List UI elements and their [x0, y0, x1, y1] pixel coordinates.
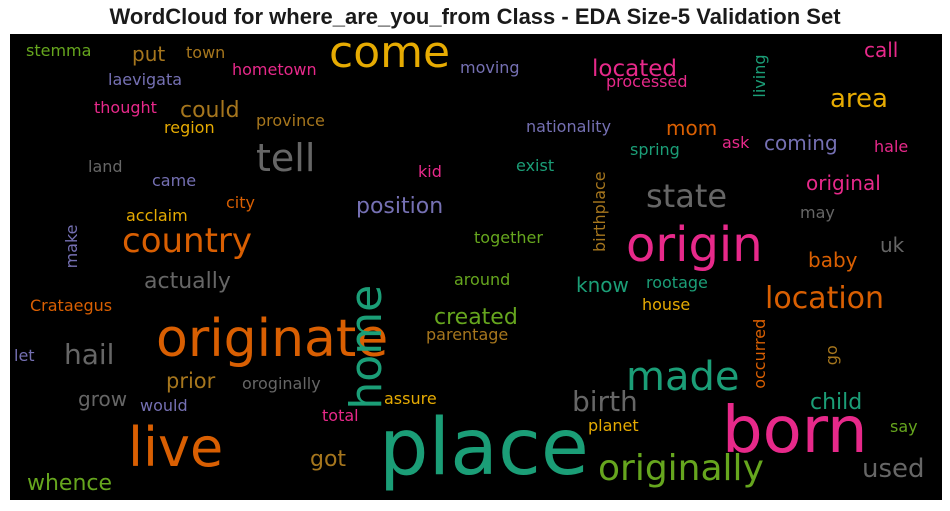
word-birthplace: birthplace [590, 171, 609, 252]
word-uk: uk [880, 233, 905, 257]
word-processed: processed [606, 72, 687, 91]
word-area: area [830, 84, 888, 114]
word-birth: birth [572, 385, 638, 418]
word-original: original [806, 171, 881, 195]
word-hail: hail [64, 338, 114, 371]
word-oroginally: oroginally [242, 374, 321, 393]
word-origin: origin [626, 217, 763, 273]
word-prior: prior [166, 369, 216, 393]
word-got: got [310, 447, 346, 472]
word-may: may [800, 203, 835, 222]
word-acclaim: acclaim [126, 206, 188, 225]
word-made: made [626, 354, 739, 400]
word-planet: planet [588, 416, 639, 435]
word-moving: moving [460, 58, 520, 77]
word-located: located [592, 56, 677, 82]
word-hometown: hometown [232, 60, 317, 79]
word-could: could [180, 98, 240, 123]
word-stemma: stemma [26, 41, 91, 60]
word-say: say [890, 417, 918, 436]
word-came: came [152, 171, 196, 190]
word-baby: baby [808, 248, 858, 272]
word-know: know [576, 273, 629, 297]
word-state: state [646, 177, 727, 215]
word-position: position [356, 194, 443, 219]
word-province: province [256, 111, 325, 130]
word-nationality: nationality [526, 117, 611, 136]
chart-title: WordCloud for where_are_you_from Class -… [109, 4, 841, 29]
word-country: country [122, 221, 252, 261]
word-house: house [642, 295, 690, 314]
word-parentage: parentage [426, 325, 508, 344]
word-around: around [454, 270, 510, 289]
wordcloud-svg: place born originate live origin come home made… [14, 34, 925, 496]
word-created: created [434, 305, 518, 330]
word-born: born [722, 394, 868, 468]
word-come: come [329, 34, 450, 78]
word-would: would [140, 396, 188, 415]
word-let: let [14, 346, 35, 365]
word-coming: coming [764, 131, 838, 155]
word-put: put [132, 42, 165, 66]
word-ask: ask [722, 133, 750, 152]
word-town: town [186, 43, 225, 62]
word-spring: spring [630, 140, 680, 159]
word-assure: assure [384, 389, 437, 408]
word-crataegus: Crataegus [30, 296, 112, 315]
word-live: live [128, 416, 223, 479]
word-place: place [379, 403, 589, 493]
word-originate: originate [156, 309, 388, 369]
word-home: home [341, 285, 392, 410]
word-go: go [822, 345, 841, 365]
word-used: used [862, 454, 925, 484]
word-whence: whence [27, 471, 112, 496]
word-location: location [765, 281, 884, 316]
word-together: together [474, 228, 543, 247]
word-call: call [864, 38, 898, 62]
word-living: living [750, 54, 769, 97]
word-make: make [62, 224, 81, 268]
word-hale: hale [874, 137, 908, 156]
word-occurred: occurred [750, 319, 769, 389]
word-exist: exist [516, 156, 554, 175]
word-land: land [88, 157, 123, 176]
word-thought: thought [94, 98, 157, 117]
word-mom: mom [666, 116, 717, 140]
word-kid: kid [418, 162, 442, 181]
word-laevigata: laevigata [108, 70, 182, 89]
word-child: child [810, 390, 862, 415]
word-rootage: rootage [646, 273, 708, 292]
wordcloud-canvas: place born originate live origin come home made… [10, 34, 942, 500]
word-actually: actually [144, 269, 231, 294]
word-originally: originally [598, 448, 764, 489]
word-total: total [322, 406, 359, 425]
word-tell: tell [256, 136, 315, 180]
word-region: region [164, 118, 215, 137]
word-city: city [226, 193, 255, 212]
word-grow: grow [78, 387, 127, 411]
